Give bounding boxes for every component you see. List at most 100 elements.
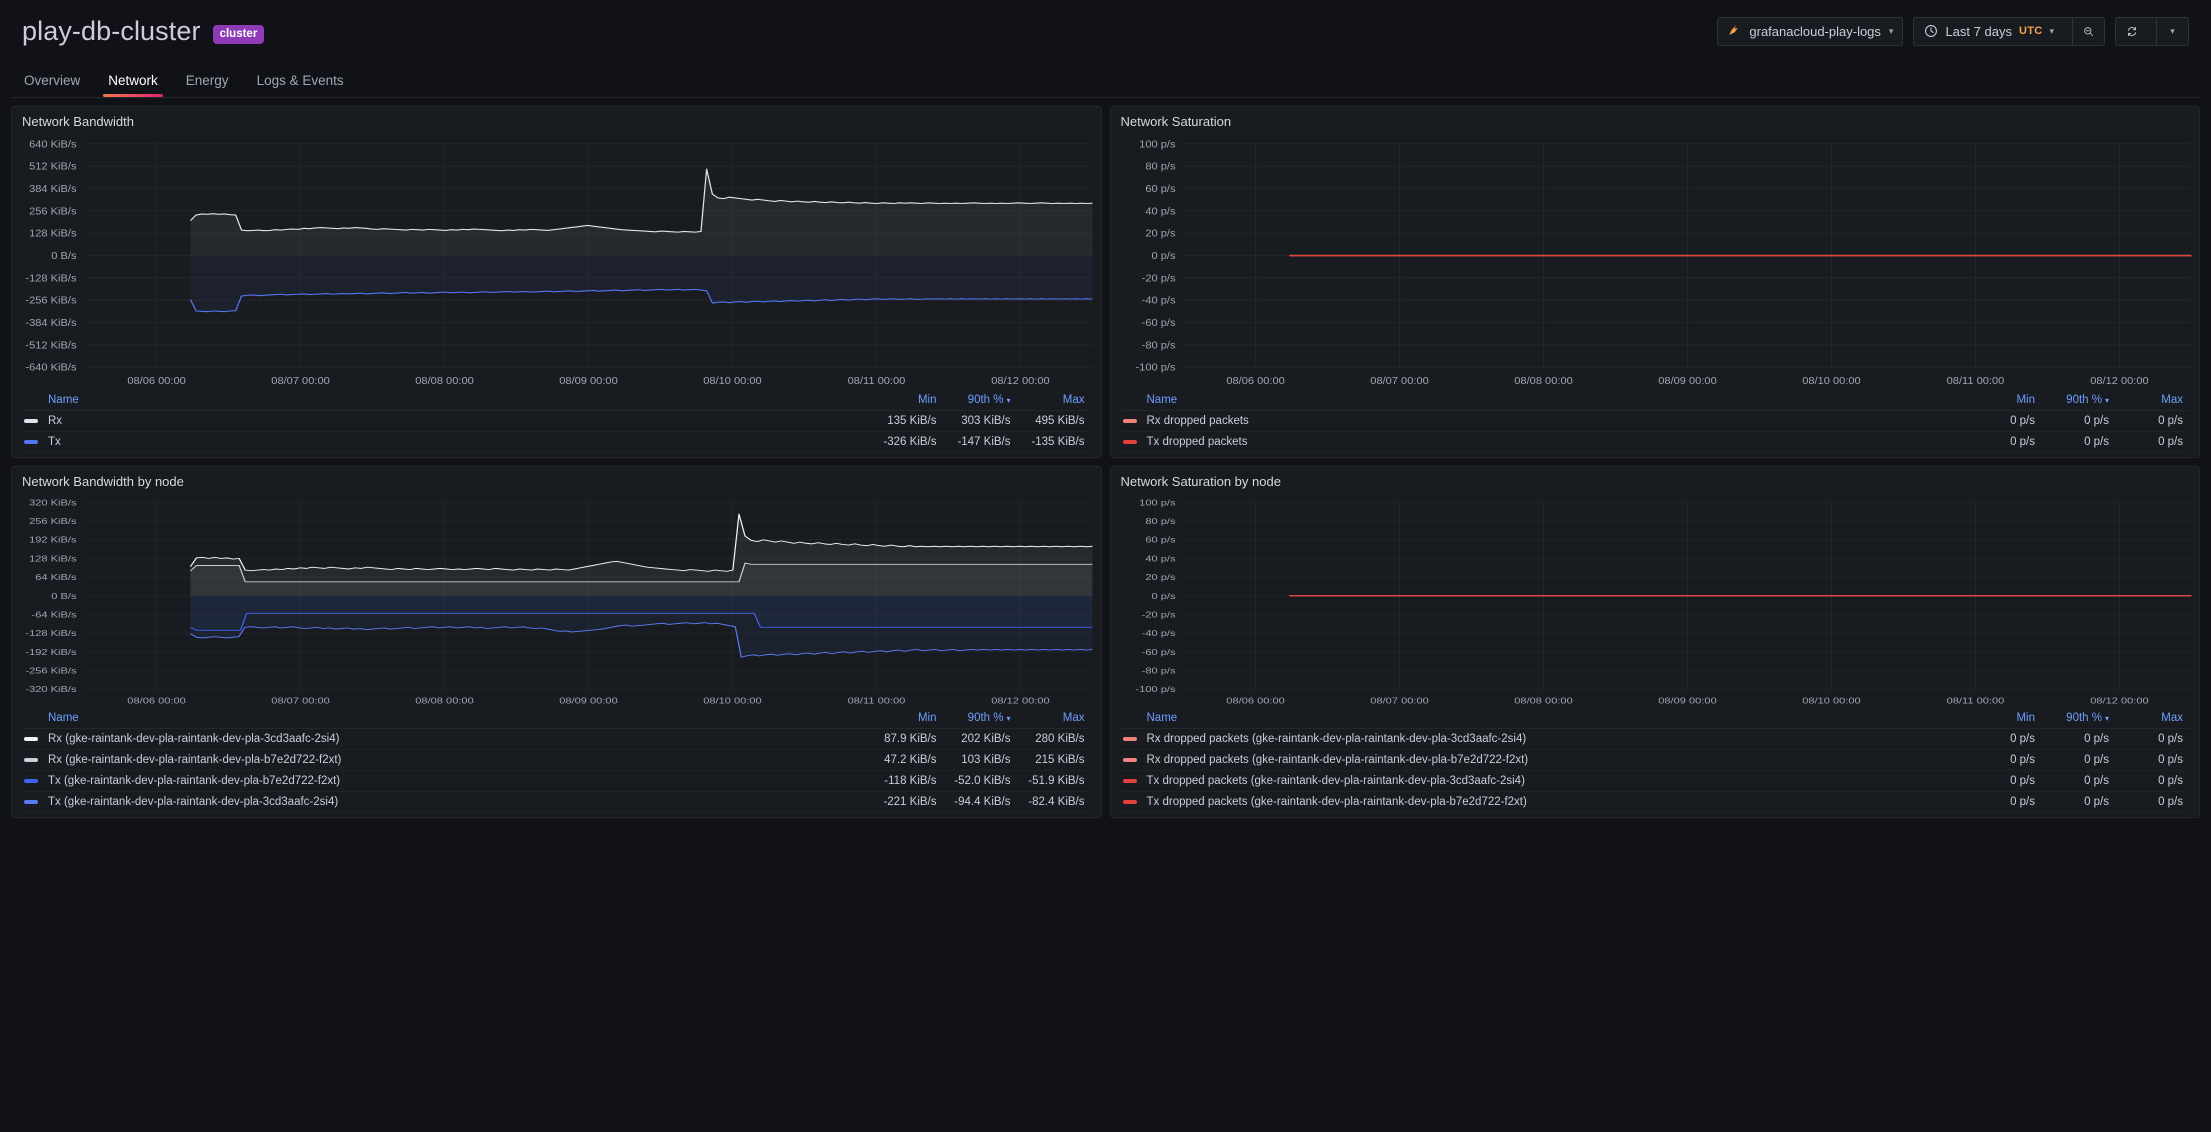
panel-plot-area[interactable]: 100 p/s 80 p/s 60 p/s 40 p/s 20 p/s 0 p/s -20 … [1111, 135, 2200, 392]
timeseries-plot[interactable]: 640 KiB/s 512 KiB/s 384 KiB/s 256 KiB/s 128 … [12, 135, 1101, 392]
timeseries-plot[interactable]: 100 p/s 80 p/s 60 p/s 40 p/s 20 p/s 0 p/s -20 … [1111, 495, 2200, 710]
legend-body: Rx dropped packets (gke-raintank-dev-pla… [1120, 728, 2189, 813]
chevron-down-icon: ▾ [2170, 25, 2175, 36]
legend-col-min[interactable]: Min [868, 710, 943, 729]
refresh-interval-dropdown[interactable]: ▾ [2156, 17, 2188, 45]
legend-series-name[interactable]: Tx (gke-raintank-dev-pla-raintank-dev-pl… [22, 791, 869, 813]
svg-text:100 p/s: 100 p/s [1139, 140, 1175, 150]
svg-text:-40 p/s: -40 p/s [1141, 629, 1175, 638]
legend-col-min[interactable]: Min [1967, 392, 2041, 411]
panel-header[interactable]: Network Saturation by node [1111, 467, 2200, 495]
svg-text:08/11 00:00: 08/11 00:00 [1946, 377, 2004, 387]
legend-series-name[interactable]: Tx dropped packets [1120, 431, 1967, 453]
tab-label: Logs & Events [256, 73, 344, 88]
panel-header[interactable]: Network Bandwidth by node [12, 467, 1101, 495]
series-color-swatch [1122, 800, 1137, 804]
svg-text:512 KiB/s: 512 KiB/s [29, 162, 76, 172]
legend-row[interactable]: Rx 135 KiB/s 303 KiB/s 495 KiB/s [22, 410, 1091, 432]
panel-network-bandwidth: Network Bandwidth 640 KiB/s 512 KiB/s 384 … [11, 106, 1102, 458]
tabs-divider [12, 97, 2199, 98]
svg-text:-100 p/s: -100 p/s [1135, 686, 1175, 695]
series-color-swatch [24, 800, 38, 804]
legend-row[interactable]: Rx dropped packets 0 p/s 0 p/s 0 p/s [1120, 410, 2189, 432]
legend-value-p90: -52.0 KiB/s [942, 770, 1017, 792]
legend-value-min: 47.2 KiB/s [868, 749, 943, 771]
svg-text:08/11 00:00: 08/11 00:00 [1946, 697, 2004, 706]
legend-series-name[interactable]: Tx [22, 431, 869, 453]
legend-col-p90[interactable]: 90th % ▾ [2041, 392, 2115, 411]
top-bar: play-db-cluster cluster grafanacloud-pla… [0, 0, 2211, 62]
refresh-control: ▾ [2115, 16, 2189, 46]
legend-series-name[interactable]: Rx (gke-raintank-dev-pla-raintank-dev-pl… [22, 749, 869, 771]
datasource-picker[interactable]: grafanacloud-play-logs ▾ [1717, 16, 1904, 46]
panel-plot-area[interactable]: 640 KiB/s 512 KiB/s 384 KiB/s 256 KiB/s 128 … [12, 135, 1101, 392]
svg-text:80 p/s: 80 p/s [1145, 162, 1175, 172]
legend-value-p90: 303 KiB/s [942, 410, 1017, 432]
svg-text:-256 KiB/s: -256 KiB/s [25, 667, 76, 676]
legend-value-min: 0 p/s [1967, 749, 2041, 771]
legend-row[interactable]: Tx -326 KiB/s -147 KiB/s -135 KiB/s [22, 431, 1091, 453]
panel-title: Network Saturation by node [1120, 473, 1281, 489]
legend-col-name[interactable]: Name [1120, 392, 1967, 411]
legend-row[interactable]: Tx dropped packets (gke-raintank-dev-pla… [1120, 791, 2189, 813]
legend-col-max[interactable]: Max [2115, 710, 2189, 729]
refresh-icon [2127, 26, 2137, 36]
svg-text:-100 p/s: -100 p/s [1135, 363, 1175, 373]
legend-series-name[interactable]: Tx dropped packets (gke-raintank-dev-pla… [1120, 770, 1967, 792]
legend-row[interactable]: Tx (gke-raintank-dev-pla-raintank-dev-pl… [22, 791, 1091, 813]
legend-row[interactable]: Tx dropped packets 0 p/s 0 p/s 0 p/s [1120, 431, 2189, 453]
legend-row[interactable]: Tx (gke-raintank-dev-pla-raintank-dev-pl… [22, 770, 1091, 792]
legend-row[interactable]: Tx dropped packets (gke-raintank-dev-pla… [1120, 770, 2189, 792]
time-range-picker[interactable]: Last 7 days UTC ▾ [1914, 18, 2064, 45]
legend-row[interactable]: Rx dropped packets (gke-raintank-dev-pla… [1120, 749, 2189, 771]
legend-col-min[interactable]: Min [868, 392, 943, 411]
timeseries-plot[interactable]: 320 KiB/s 256 KiB/s 192 KiB/s 128 KiB/s 64 K… [12, 495, 1101, 710]
legend-col-min[interactable]: Min [1967, 710, 2041, 729]
tab-network[interactable]: Network [94, 73, 172, 97]
legend-col-p90[interactable]: 90th % ▾ [942, 392, 1017, 411]
refresh-button[interactable] [2116, 18, 2148, 45]
legend-series-name[interactable]: Tx dropped packets (gke-raintank-dev-pla… [1120, 791, 1967, 813]
page-title: play-db-cluster [22, 15, 201, 46]
panel-legend: Name Min 90th % ▾ Max Rx (gke-raintank-de… [12, 710, 1101, 817]
legend-col-max[interactable]: Max [1016, 392, 1091, 411]
svg-text:08/10 00:00: 08/10 00:00 [703, 377, 762, 387]
legend-col-p90[interactable]: 90th % ▾ [2041, 710, 2115, 729]
tab-energy[interactable]: Energy [172, 73, 243, 97]
svg-text:08/12 00:00: 08/12 00:00 [2090, 697, 2149, 706]
panel-header[interactable]: Network Bandwidth [12, 107, 1101, 135]
legend-series-name[interactable]: Rx dropped packets (gke-raintank-dev-pla… [1120, 728, 1967, 750]
panel-plot-area[interactable]: 320 KiB/s 256 KiB/s 192 KiB/s 128 KiB/s 64 K… [12, 495, 1101, 710]
svg-text:128 KiB/s: 128 KiB/s [29, 555, 77, 564]
legend-series-name[interactable]: Rx dropped packets [1120, 410, 1967, 432]
timezone-label: UTC [2018, 25, 2043, 37]
legend-row[interactable]: Rx dropped packets (gke-raintank-dev-pla… [1120, 728, 2189, 750]
svg-text:0 p/s: 0 p/s [1151, 592, 1175, 601]
panel-header[interactable]: Network Saturation [1111, 107, 2200, 135]
zoom-out-button[interactable] [2072, 17, 2104, 45]
svg-text:40 p/s: 40 p/s [1145, 207, 1175, 217]
panel-plot-area[interactable]: 100 p/s 80 p/s 60 p/s 40 p/s 20 p/s 0 p/s -20 … [1111, 495, 2200, 710]
tab-overview[interactable]: Overview [10, 73, 94, 97]
chevron-down-icon[interactable]: ▾ [1888, 25, 1894, 36]
legend-col-name[interactable]: Name [22, 710, 869, 729]
legend-col-p90[interactable]: 90th % ▾ [942, 710, 1017, 729]
legend-series-name[interactable]: Rx (gke-raintank-dev-pla-raintank-dev-pl… [22, 728, 869, 750]
timeseries-plot[interactable]: 100 p/s 80 p/s 60 p/s 40 p/s 20 p/s 0 p/s -20 … [1111, 135, 2200, 392]
legend-row[interactable]: Rx (gke-raintank-dev-pla-raintank-dev-pl… [22, 749, 1091, 771]
legend-col-max[interactable]: Max [2115, 392, 2189, 411]
tab-logs-events[interactable]: Logs & Events [243, 73, 358, 97]
panel-title: Network Bandwidth [22, 113, 134, 129]
legend-col-name[interactable]: Name [1120, 710, 1967, 729]
legend-series-name[interactable]: Tx (gke-raintank-dev-pla-raintank-dev-pl… [22, 770, 869, 792]
legend-col-name[interactable]: Name [22, 392, 869, 411]
legend-row[interactable]: Rx (gke-raintank-dev-pla-raintank-dev-pl… [22, 728, 1091, 750]
chevron-down-icon[interactable]: ▾ [2049, 25, 2054, 36]
legend-series-name[interactable]: Rx [22, 410, 869, 432]
cluster-tag-badge[interactable]: cluster [212, 24, 265, 44]
clock-icon [1925, 25, 1938, 37]
series-color-swatch [24, 419, 38, 423]
legend-series-name[interactable]: Rx dropped packets (gke-raintank-dev-pla… [1120, 749, 1967, 771]
legend-value-max: 0 p/s [2115, 749, 2189, 771]
legend-col-max[interactable]: Max [1016, 710, 1091, 729]
